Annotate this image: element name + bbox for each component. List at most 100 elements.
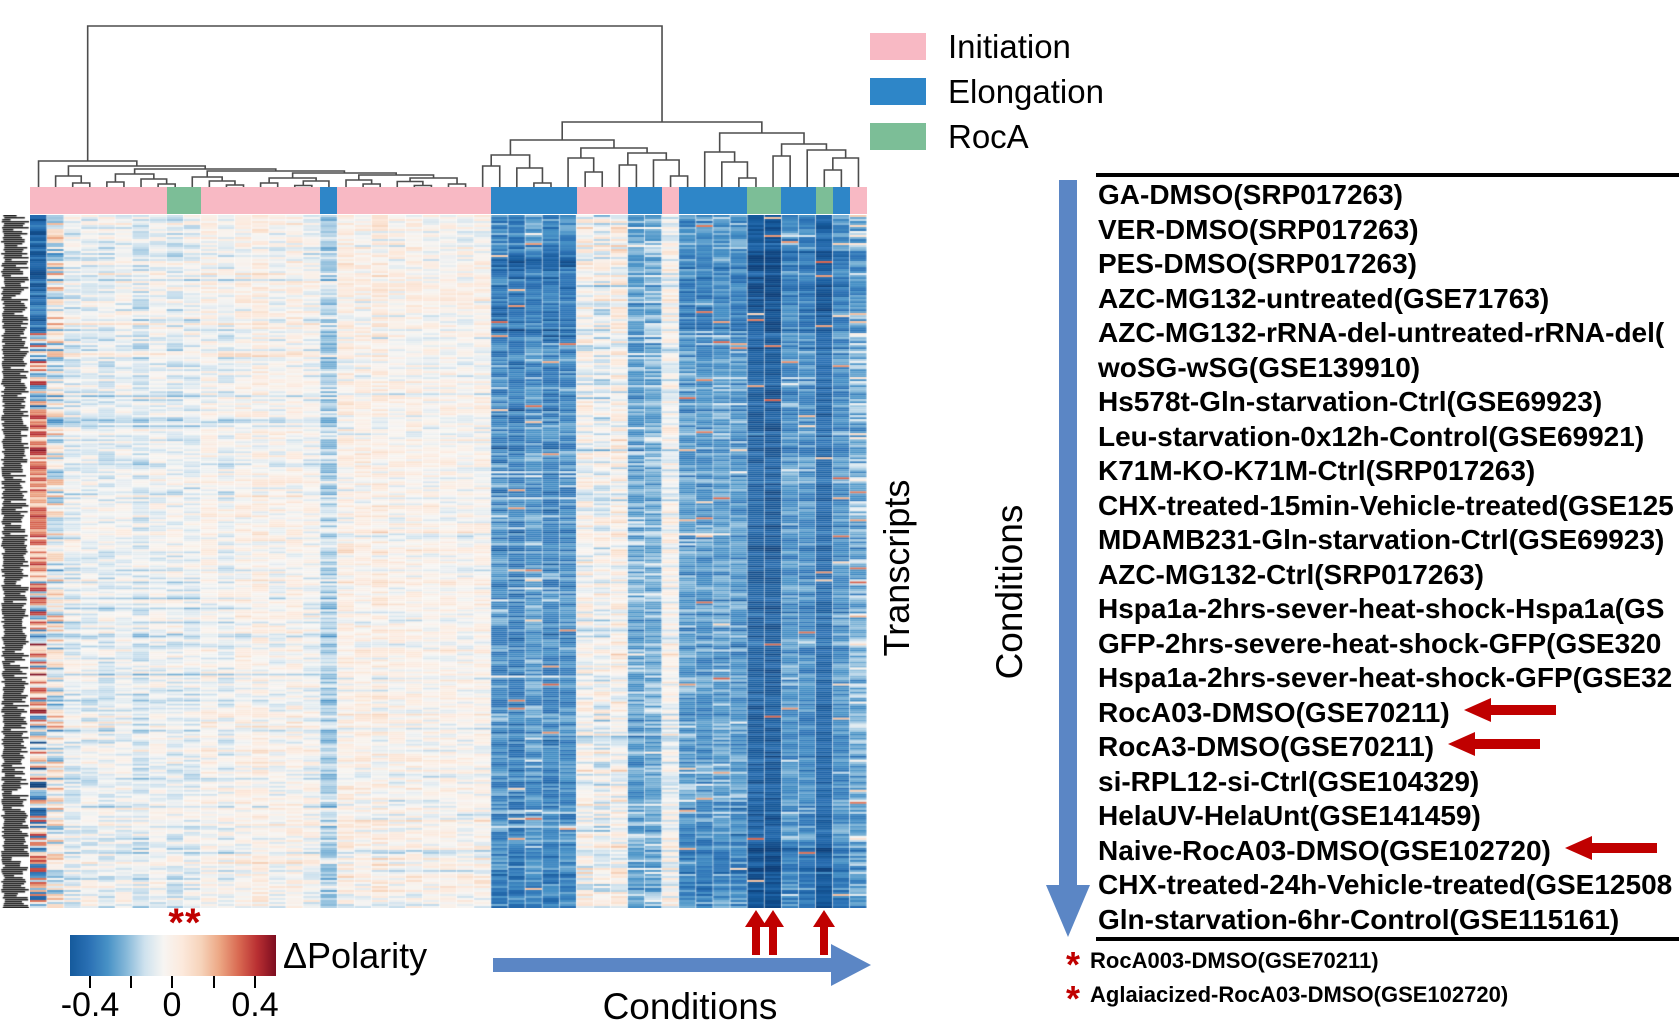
condition-label: AZC-MG132-Ctrl(SRP017263) [1098,558,1484,590]
column-annotation-cell [627,187,645,214]
condition-label: Gln-starvation-6hr-Control(GSE115161) [1098,903,1620,935]
conditions-list: GA-DMSO(SRP017263) VER-DMSO(SRP017263) PES… [1098,178,1679,937]
condition-item: CHX-treated-24h-Vehicle-treated(GSE12508 [1098,868,1679,903]
condition-item: AZC-MG132-Ctrl(SRP017263) [1098,558,1679,593]
condition-label: CHX-treated-24h-Vehicle-treated(GSE12508 [1098,869,1673,901]
condition-item: Hspa1a-2hrs-sever-heat-shock-GFP(GSE32 [1098,661,1679,696]
column-annotation-cell [132,187,150,214]
colorbar-tick-label: 0 [162,986,182,1024]
column-annotation-cell [661,187,679,214]
condition-label: PES-DMSO(SRP017263) [1098,248,1418,280]
column-annotation-cell [542,187,560,214]
column-annotation-cell [456,187,475,214]
condition-item: Leu-starvation-0x12h-Control(GSE69921) [1098,420,1679,455]
condition-label: Hspa1a-2hrs-sever-heat-shock-GFP(GSE32 [1098,662,1673,694]
column-annotation-cell [200,187,218,214]
conditions-axis-label-vertical: Conditions [989,504,1030,680]
condition-item: MDAMB231-Gln-starvation-Ctrl(GSE69923) [1098,523,1679,558]
colorbar-gradient [70,935,276,976]
column-annotation-cell [303,187,321,214]
column-annotation-cell [559,187,577,214]
colorbar-tick [89,976,91,988]
column-annotation-cell [815,187,833,214]
condition-label: si-RPL12-si-Ctrl(GSE104329) [1098,765,1480,797]
red-up-arrow-icon [813,910,836,960]
footnote-label: Aglaiacized-RocA03-DMSO(GSE102720) [1090,982,1509,1007]
column-annotation-cell [183,187,201,214]
red-asterisk-icon: * [1066,944,1081,985]
column-annotation-cell [678,187,697,214]
condition-label: GFP-2hrs-severe-heat-shock-GFP(GSE320 [1098,627,1662,659]
red-left-arrow-icon [1448,731,1541,763]
condition-label: K71M-KO-K71M-Ctrl(SRP017263) [1098,455,1536,487]
column-annotation-cell [508,187,526,214]
column-annotation-cell [422,187,440,214]
condition-item: RocA3-DMSO(GSE70211) [1098,730,1679,765]
column-annotation-cell [252,187,270,214]
column-annotation-cell [371,187,389,214]
column-annotation-cell [713,187,731,214]
red-up-arrow-icon [744,910,767,960]
column-annotation-cell [217,187,235,214]
legend-label: RocA [948,118,1029,155]
condition-item: AZC-MG132-rRNA-del-untreated-rRNA-del( [1098,316,1679,351]
column-annotation-cell [781,187,799,214]
condition-item: AZC-MG132-untreated(GSE71763) [1098,282,1679,317]
conditions-axis-label-bottom: Conditions [602,986,778,1027]
colorbar-tick-label: -0.4 [60,986,120,1024]
conditions-down-arrow-icon [1046,180,1090,942]
column-annotation-cell [439,187,457,214]
footnote-label: RocA003-DMSO(GSE70211) [1090,948,1379,973]
condition-label: Hs578t-Gln-starvation-Ctrl(GSE69923) [1098,386,1603,418]
condition-item: HelaUV-HelaUnt(GSE141459) [1098,799,1679,834]
column-annotation-cell [798,187,816,214]
colorbar-title: ΔPolarity [283,935,428,976]
column-annotation-cell [234,187,253,214]
column-annotation-cell [747,187,765,214]
initiation-swatch [870,33,926,60]
condition-label: RocA3-DMSO(GSE70211) [1098,731,1435,763]
footnote-1: * RocA003-DMSO(GSE70211) [1066,944,1379,985]
condition-item: Gln-starvation-6hr-Control(GSE115161) [1098,903,1679,938]
condition-item: CHX-treated-15min-Vehicle-treated(GSE125 [1098,489,1679,524]
elongation-swatch [870,78,926,105]
column-annotation-cell [354,187,372,214]
column-annotation-cell [576,187,594,214]
column-annotation-cell [98,187,116,214]
condition-label: CHX-treated-15min-Vehicle-treated(GSE125 [1098,489,1674,521]
conditions-right-arrow-icon [493,944,871,991]
colorbar-tick-label: 0.4 [231,986,279,1024]
column-annotation-cell [337,187,355,214]
condition-item: Naive-RocA03-DMSO(GSE102720) [1098,834,1679,869]
column-annotation-cell [269,187,287,214]
footnote-2: * Aglaiacized-RocA03-DMSO(GSE102720) [1066,981,1509,1017]
colorbar-tick [171,976,173,988]
column-annotation-cell [525,187,543,214]
column-annotation-cell [730,187,748,214]
legend-label: Elongation [948,73,1104,110]
condition-label: GA-DMSO(SRP017263) [1098,179,1403,211]
condition-item: K71M-KO-K71M-Ctrl(SRP017263) [1098,454,1679,489]
condition-label: AZC-MG132-rRNA-del-untreated-rRNA-del( [1098,317,1665,349]
column-annotation-cell [610,187,628,214]
column-annotation-cell [47,187,65,214]
condition-item: GA-DMSO(SRP017263) [1098,178,1679,213]
list-bottom-rule [1096,937,1679,941]
condition-label: Hspa1a-2hrs-sever-heat-shock-Hspa1a(GS [1098,593,1665,625]
column-annotation-cell [593,187,611,214]
red-left-arrow-icon [1564,835,1657,867]
annotation-legend: Initiation Elongation RocA [870,30,1104,155]
condition-label: HelaUV-HelaUnt(GSE141459) [1098,800,1481,832]
row-dendrogram [0,215,30,908]
roca-swatch [870,123,926,150]
column-dendrogram [37,25,860,187]
column-annotation-cell [115,187,133,214]
column-annotation-cell [644,187,662,214]
condition-label: woSG-wSG(GSE139910) [1098,351,1421,383]
column-annotation-cell [474,187,492,214]
significance-asterisks: ** [168,901,202,945]
column-annotation-cell [286,187,304,214]
heatmap-canvas [30,215,867,908]
condition-item: RocA03-DMSO(GSE70211) [1098,696,1679,731]
condition-label: Leu-starvation-0x12h-Control(GSE69921) [1098,420,1645,452]
